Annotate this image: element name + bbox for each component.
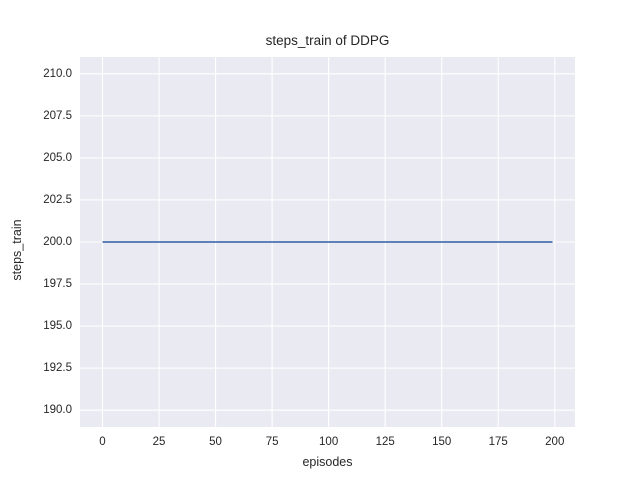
y-tick-label: 202.5 [43,193,72,206]
plot-canvas [80,57,575,427]
y-tick-label: 205.0 [43,151,72,164]
y-tick-label: 195.0 [43,320,72,333]
plot-area [80,57,575,427]
x-tick-label: 75 [265,436,279,448]
x-tick-label: 125 [375,436,395,448]
y-tick-label: 207.5 [43,109,72,122]
x-tick-label: 200 [545,436,565,448]
x-tick-label: 150 [432,436,452,448]
chart-title: steps_train of DDPG [265,33,390,48]
y-tick-label: 192.5 [43,362,72,375]
x-tick-label: 25 [152,436,166,448]
y-tick-label: 210.0 [43,67,72,80]
y-tick-label: 200.0 [43,236,72,248]
x-tick-label: 0 [99,436,106,448]
x-tick-label: 175 [488,436,508,448]
x-axis-label: episodes [302,455,353,469]
y-tick-label: 197.5 [43,278,72,291]
x-tick-label: 100 [319,436,339,448]
y-tick-label: 190.0 [43,404,72,417]
x-tick-label: 50 [209,436,222,448]
